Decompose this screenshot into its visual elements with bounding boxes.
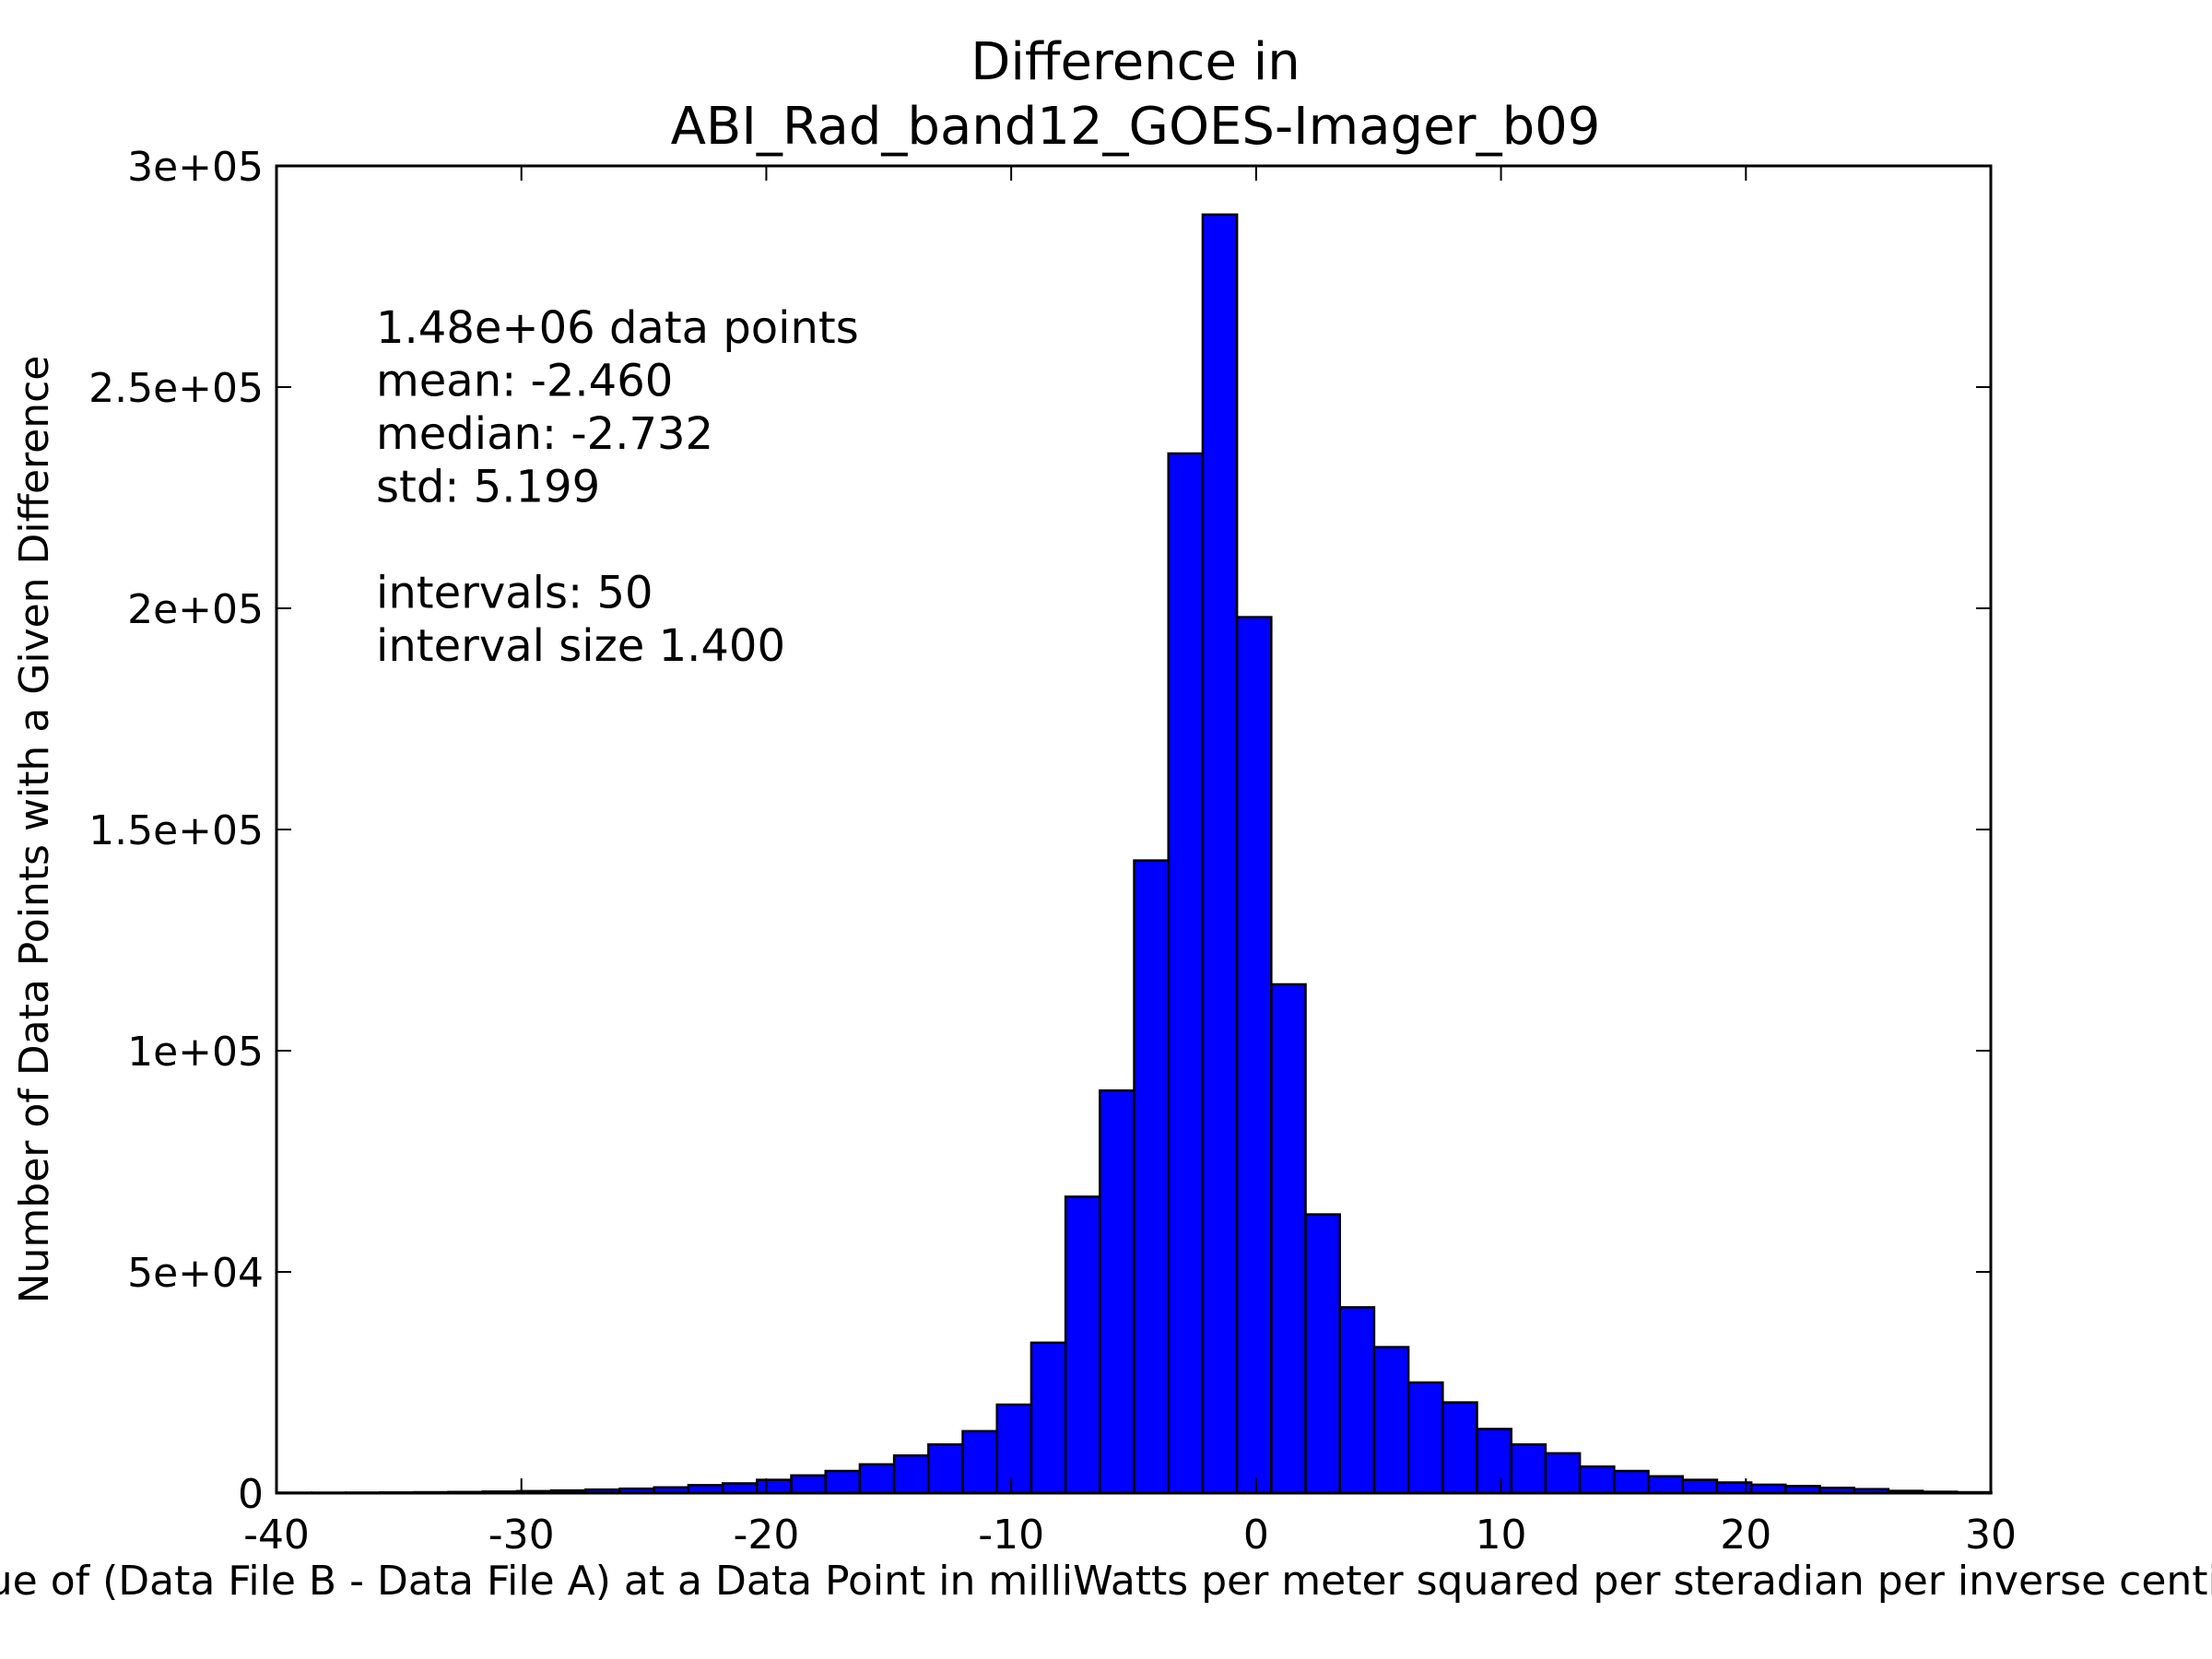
x-tick-label: -20 <box>733 1512 799 1559</box>
histogram-bar <box>995 1403 1033 1495</box>
y-tick-label: 0 <box>238 1471 264 1518</box>
y-axis-label: Number of Data Points with a Given Diffe… <box>11 356 58 1304</box>
histogram-bar <box>1544 1452 1582 1495</box>
y-tick-label: 1e+05 <box>127 1029 264 1076</box>
stats-line: 1.48e+06 data points <box>376 302 859 354</box>
bars-group <box>276 213 1993 1495</box>
histogram-bar <box>1304 1213 1341 1495</box>
histogram-bar <box>1372 1346 1410 1495</box>
histogram-bar <box>1099 1088 1135 1495</box>
x-tick-label: 20 <box>1720 1512 1771 1559</box>
y-tick-label: 5e+04 <box>127 1250 264 1297</box>
plot-frame <box>275 164 1993 1495</box>
histogram-bar <box>1064 1195 1101 1495</box>
x-tick-label: 10 <box>1476 1512 1527 1559</box>
histogram-bar <box>1476 1428 1512 1495</box>
y-tick-label: 2.5e+05 <box>88 365 264 412</box>
histogram-bar <box>858 1463 896 1495</box>
stats-line: mean: -2.460 <box>376 356 673 407</box>
chart-title-line1: Difference in <box>971 32 1300 92</box>
x-tick-label: -40 <box>243 1512 310 1559</box>
histogram-bar <box>824 1469 862 1495</box>
histogram-bar <box>1510 1442 1547 1495</box>
x-tick-label: -30 <box>488 1512 555 1559</box>
x-axis-label: Value of (Data File B - Data File A) at … <box>0 1558 2212 1605</box>
histogram-bar <box>1681 1478 1719 1495</box>
histogram-bar <box>1647 1475 1684 1495</box>
y-tick-label: 1.5e+05 <box>88 807 264 854</box>
y-tick-label: 3e+05 <box>127 144 264 191</box>
chart-title-line2: ABI_Rad_band12_GOES-Imager_b09 <box>671 97 1601 157</box>
stats-line: median: -2.732 <box>376 408 713 460</box>
histogram-bar <box>1167 452 1205 1495</box>
histogram-bar <box>1201 213 1239 1495</box>
histogram-bar <box>1441 1401 1478 1495</box>
x-tick-label: 30 <box>1965 1512 2017 1559</box>
stats-line: intervals: 50 <box>376 568 653 619</box>
histogram-bar <box>1613 1469 1650 1495</box>
histogram-bar <box>927 1442 964 1495</box>
histogram-bar <box>1338 1306 1376 1495</box>
histogram-bar <box>1030 1341 1067 1495</box>
ticks-group: -40 -30 -20 -10 0 10 20 30 0 5e+04 1e+05 1.5e+05 2e+… <box>88 144 2017 1559</box>
histogram-bar <box>892 1453 930 1495</box>
histogram-bar <box>721 1482 759 1495</box>
stats-line: std: 5.199 <box>376 462 600 513</box>
histogram-bar <box>1270 982 1307 1495</box>
stats-line: interval size 1.400 <box>376 620 785 672</box>
histogram-bar <box>1235 616 1273 1495</box>
y-tick-label: 2e+05 <box>127 586 264 633</box>
x-tick-label: -10 <box>978 1512 1044 1559</box>
x-tick-label: 0 <box>1243 1512 1269 1559</box>
histogram-bar <box>1133 859 1170 1495</box>
histogram-bar <box>961 1430 998 1495</box>
histogram-bar <box>790 1474 827 1495</box>
histogram-bar <box>1406 1381 1444 1495</box>
histogram-bar <box>1578 1465 1616 1495</box>
histogram-bar <box>756 1478 793 1495</box>
